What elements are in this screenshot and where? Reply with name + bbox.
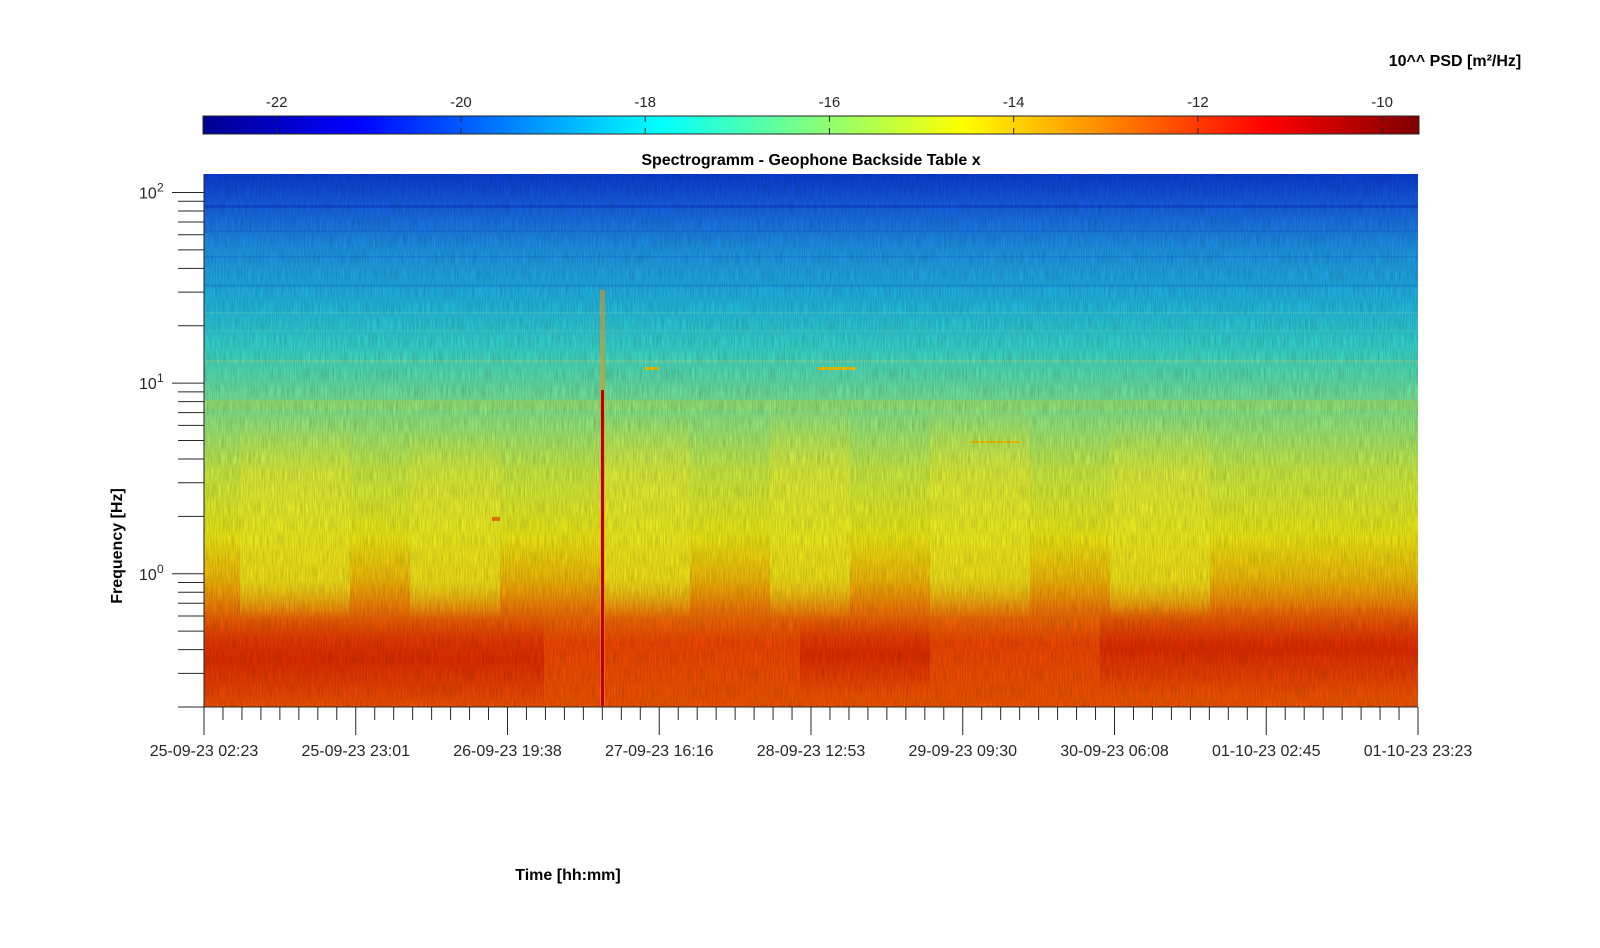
x-tick-label: 25-09-23 02:23	[150, 743, 259, 760]
x-axis-label: Time [hh:mm]	[515, 867, 620, 884]
y-tick-label-exponent: 0	[157, 562, 164, 576]
colorbar: -22 -20 -18 -16 -14 -12 -10	[202, 94, 1420, 135]
colorbar-tick-label: -22	[266, 94, 288, 111]
x-tick-label: 01-10-23 02:45	[1212, 743, 1321, 760]
chart-title: Spectrogramm - Geophone Backside Table x	[641, 152, 980, 169]
colorbar-ticks: -22 -20 -18 -16 -14 -12 -10	[266, 94, 1393, 134]
x-tick-label: 25-09-23 23:01	[301, 743, 410, 760]
colorbar-tick-label: -18	[634, 94, 656, 111]
y-minor-ticks	[178, 200, 204, 708]
colorbar-tick-label: -16	[819, 94, 841, 111]
colorbar-tick-label: -20	[450, 94, 472, 111]
y-tick-label-base: 10	[139, 567, 157, 584]
y-tick-label-exponent: 1	[157, 371, 164, 385]
spectrogram-image	[204, 174, 1418, 707]
x-tick-label: 30-09-23 06:08	[1060, 743, 1169, 760]
y-tick-label-base: 10	[139, 376, 157, 393]
colorbar-bar	[202, 115, 1420, 135]
colorbar-tick-label: -10	[1371, 94, 1393, 111]
x-tick-label: 01-10-23 23:23	[1364, 743, 1473, 760]
y-tick-label-exponent: 2	[157, 180, 164, 194]
y-axis-label: Frequency [Hz]	[109, 488, 126, 604]
x-tick-label: 27-09-23 16:16	[605, 743, 714, 760]
x-tick-label: 29-09-23 09:30	[908, 743, 1017, 760]
x-tick-label: 28-09-23 12:53	[757, 743, 866, 760]
y-tick-label-base: 10	[139, 185, 157, 202]
x-tick-label: 26-09-23 19:38	[453, 743, 562, 760]
colorbar-label: 10^^ PSD [m²/Hz]	[1389, 53, 1521, 70]
x-axis: 25-09-23 02:23 25-09-23 23:01 26-09-23 19:…	[150, 706, 1473, 760]
colorbar-tick-label: -12	[1187, 94, 1209, 111]
colorbar-tick-label: -14	[1003, 94, 1025, 111]
x-ticks: 25-09-23 02:23 25-09-23 23:01 26-09-23 19:…	[150, 707, 1473, 760]
